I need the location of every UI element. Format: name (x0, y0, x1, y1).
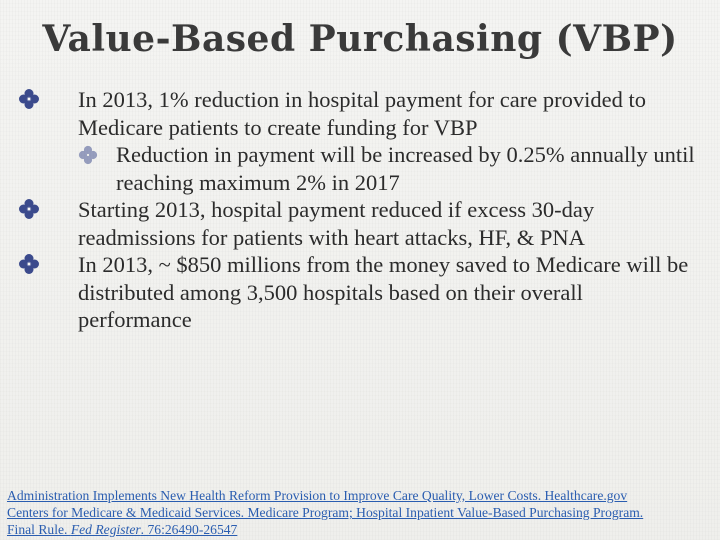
bullet-list: In 2013, 1% reduction in hospital paymen… (18, 86, 698, 334)
bullet-text-1: In 2013, 1% reduction in hospital paymen… (78, 87, 646, 140)
references: Administration Implements New Health Ref… (7, 487, 715, 538)
bullet-item-1: In 2013, 1% reduction in hospital paymen… (18, 86, 698, 196)
slide-title: Value-Based Purchasing (VBP) (42, 18, 678, 60)
bullet-item-3: In 2013, ~ $850 millions from the money … (18, 251, 698, 334)
reference-journal: Fed Register (70, 522, 141, 537)
sub-bullet-item-1: Reduction in payment will be increased b… (78, 141, 698, 196)
diamond-clover-bullet-icon (78, 144, 98, 165)
bullet-item-2: Starting 2013, hospital payment reduced … (18, 196, 698, 251)
diamond-clover-bullet-icon (18, 253, 40, 275)
bullet-text-3: In 2013, ~ $850 millions from the money … (78, 252, 689, 332)
bullet-text-2: Starting 2013, hospital payment reduced … (78, 197, 595, 250)
sub-bullet-list: Reduction in payment will be increased b… (78, 141, 698, 196)
reference-link-healthcare-gov[interactable]: Administration Implements New Health Ref… (7, 488, 628, 503)
reference-prefix: Final Rule. (7, 522, 71, 537)
diamond-clover-bullet-icon (18, 88, 40, 110)
reference-link-fed-register[interactable]: Final Rule. Fed Register. 76:26490-26547 (7, 521, 715, 538)
reference-suffix: . 76:26490-26547 (140, 522, 238, 537)
reference-link-cms[interactable]: Centers for Medicare & Medicaid Services… (7, 505, 644, 520)
diamond-clover-bullet-icon (18, 198, 40, 220)
sub-bullet-text-1: Reduction in payment will be increased b… (116, 142, 695, 195)
